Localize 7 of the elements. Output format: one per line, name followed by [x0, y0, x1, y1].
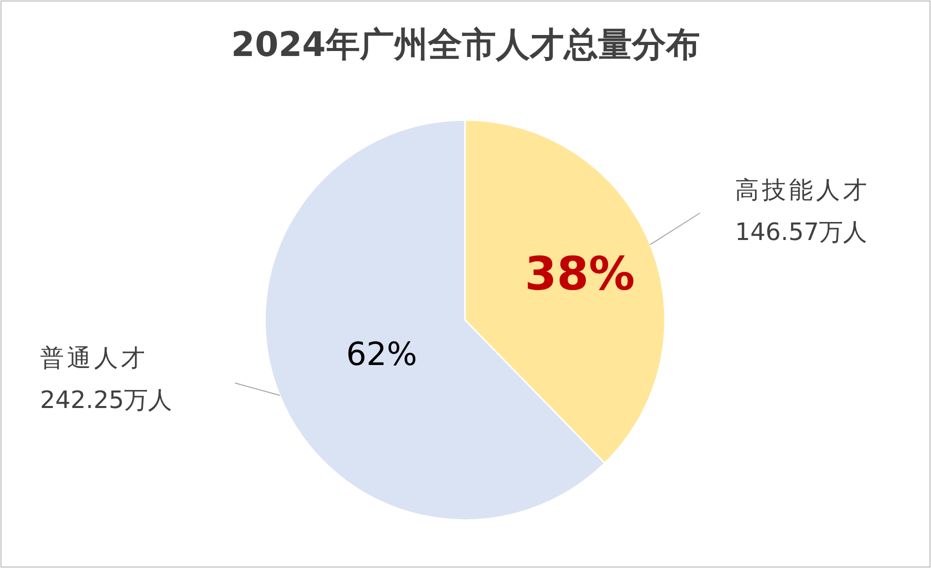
slice-label: 普通人才 — [40, 344, 148, 372]
text: 38% — [524, 246, 635, 300]
chart-title: 2024年广州全市人才总量分布 — [231, 25, 700, 65]
data-label: 242.25万人 — [40, 386, 172, 414]
slice-label: 高技能人才 — [735, 176, 870, 204]
text: 62% — [346, 335, 418, 374]
data-label: 146.57万人 — [735, 218, 867, 246]
